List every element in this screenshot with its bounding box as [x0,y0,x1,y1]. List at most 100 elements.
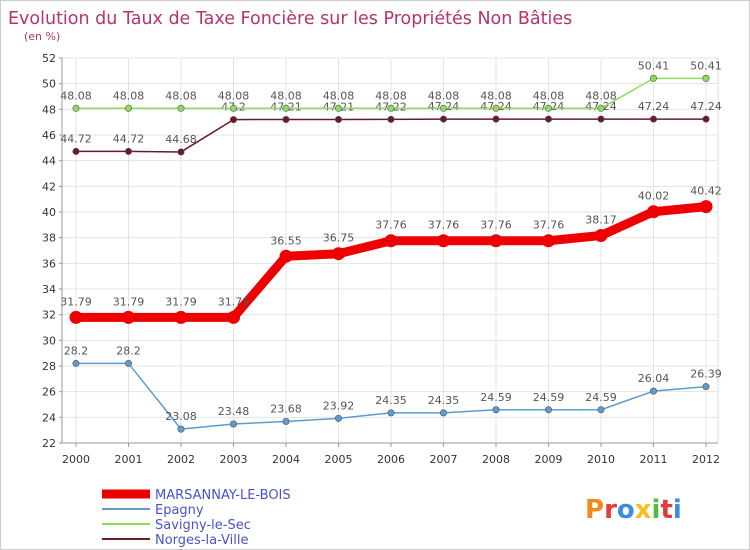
data-point-epagny [282,417,290,425]
data-label-marsannay: 40.42 [690,185,722,198]
data-label-epagny: 24.35 [428,394,460,407]
data-label-norges: 44.68 [165,133,197,146]
data-point-marsannay [69,310,83,324]
data-point-norges [177,148,185,156]
x-tick-label: 2012 [692,453,720,466]
data-point-norges [597,115,605,123]
data-point-marsannay [542,234,555,248]
data-label-epagny: 24.59 [533,391,565,404]
x-tick-label: 2006 [377,453,405,466]
legend-entry: Epagny [155,503,204,518]
y-tick-label: 36 [42,257,56,270]
series-epagny [72,359,710,433]
data-point-norges [702,115,710,123]
data-point-epagny [597,406,605,414]
y-tick-label: 42 [42,180,56,193]
data-point-norges [334,115,342,123]
y-tick-label: 22 [42,437,56,450]
x-tick-label: 2001 [115,453,143,466]
data-point-norges [439,115,447,123]
chart-subtitle: (en %) [24,30,60,43]
y-tick-label: 50 [42,78,56,91]
data-label-savigny: 48.08 [585,89,617,102]
data-point-norges [125,147,133,155]
data-label-norges: 44.72 [113,132,145,145]
data-point-epagny [492,406,500,414]
data-point-marsannay [647,205,660,219]
y-tick-label: 28 [42,360,56,373]
data-label-epagny: 23.48 [218,405,250,418]
data-point-epagny [544,406,552,414]
data-point-marsannay [437,234,450,248]
x-tick-label: 2007 [430,453,458,466]
data-point-savigny [72,104,80,112]
data-label-savigny: 48.08 [270,89,302,102]
data-label-savigny: 48.08 [428,89,460,102]
data-point-epagny [125,359,133,367]
data-label-savigny: 48.08 [533,89,565,102]
series-savigny [72,74,710,112]
data-label-epagny: 23.08 [165,410,197,423]
y-tick-label: 26 [42,386,56,399]
data-point-marsannay [699,200,713,214]
data-point-epagny [72,359,80,367]
data-label-marsannay: 40.02 [638,190,670,203]
series-marsannay [69,200,713,324]
data-label-savigny: 48.08 [60,89,92,102]
data-point-marsannay [594,228,608,242]
y-tick-label: 46 [42,129,56,142]
data-label-marsannay: 38.17 [585,213,617,226]
y-tick-label: 40 [42,206,56,219]
data-point-norges [544,115,552,123]
data-point-marsannay [122,310,135,324]
x-tick-label: 2000 [62,453,90,466]
data-point-norges [72,147,80,155]
data-label-marsannay: 37.76 [375,219,407,232]
y-tick-label: 38 [42,232,56,245]
data-point-epagny [387,409,395,417]
data-point-norges [492,115,500,123]
series-norges [72,115,710,156]
x-tick-label: 2011 [640,453,668,466]
x-tick-label: 2003 [220,453,248,466]
x-tick-label: 2008 [482,453,510,466]
y-tick-label: 44 [42,155,56,168]
data-label-savigny: 48.08 [375,89,407,102]
legend-entry: MARSANNAY-LE-BOIS [155,488,291,503]
plot-area [61,57,719,444]
data-label-marsannay: 37.76 [533,219,565,232]
data-point-savigny [230,104,238,112]
data-label-epagny: 26.39 [690,368,722,381]
data-point-marsannay [489,234,503,248]
data-point-epagny [439,409,447,417]
data-label-marsannay: 36.55 [270,234,302,247]
data-point-savigny [177,104,185,112]
data-point-savigny [702,74,710,82]
data-label-epagny: 23.92 [323,399,355,412]
data-point-savigny [492,104,500,112]
data-label-norges: 47.24 [638,100,670,113]
data-point-marsannay [332,247,345,261]
data-point-savigny [439,104,447,112]
data-label-savigny: 50.41 [638,59,670,72]
data-label-marsannay: 31.79 [218,295,250,308]
data-label-epagny: 24.35 [375,394,407,407]
data-label-epagny: 26.04 [638,372,670,385]
data-point-epagny [649,387,657,395]
data-label-marsannay: 31.79 [165,295,197,308]
data-label-savigny: 48.08 [165,89,197,102]
data-point-marsannay [384,234,398,248]
data-label-savigny: 48.08 [218,89,250,102]
data-point-epagny [230,420,238,428]
data-label-marsannay: 37.76 [480,219,512,232]
data-label-marsannay: 36.75 [323,232,355,245]
data-point-marsannay [279,249,293,263]
data-point-marsannay [227,310,240,324]
data-point-savigny [649,74,657,82]
data-point-norges [649,115,657,123]
data-point-norges [387,115,395,123]
data-label-epagny: 28.2 [116,344,141,357]
x-tick-label: 2009 [535,453,563,466]
x-tick-label: 2010 [587,453,615,466]
